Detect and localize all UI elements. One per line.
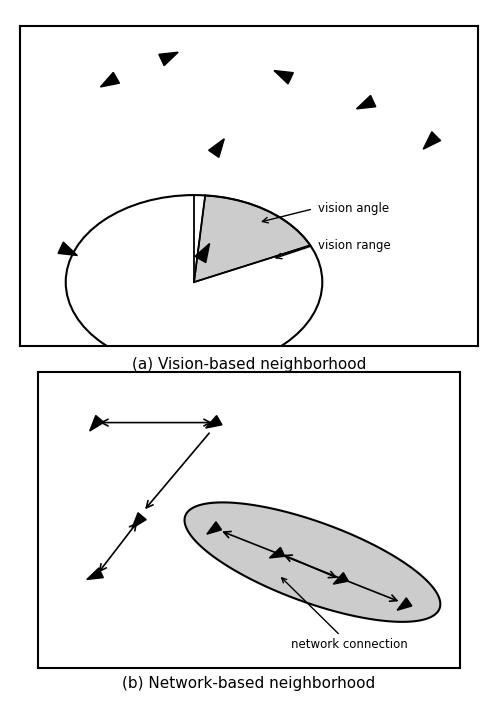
Polygon shape — [274, 71, 293, 84]
Polygon shape — [132, 513, 146, 529]
Polygon shape — [333, 573, 348, 584]
Polygon shape — [58, 242, 77, 256]
Polygon shape — [159, 52, 178, 66]
Polygon shape — [90, 415, 104, 431]
Polygon shape — [423, 132, 441, 149]
Polygon shape — [397, 598, 412, 610]
Text: network connection: network connection — [282, 578, 408, 651]
Polygon shape — [269, 547, 285, 558]
Polygon shape — [101, 72, 120, 87]
Text: (a) Vision-based neighborhood: (a) Vision-based neighborhood — [132, 357, 366, 373]
Polygon shape — [195, 243, 210, 263]
Text: vision angle: vision angle — [318, 202, 389, 215]
Polygon shape — [209, 139, 224, 157]
Text: vision range: vision range — [318, 239, 390, 252]
Polygon shape — [87, 568, 103, 580]
Polygon shape — [194, 196, 310, 282]
Polygon shape — [185, 503, 440, 622]
Polygon shape — [206, 416, 222, 428]
Polygon shape — [357, 95, 376, 109]
Polygon shape — [207, 522, 222, 534]
Text: (b) Network-based neighborhood: (b) Network-based neighborhood — [123, 676, 375, 691]
